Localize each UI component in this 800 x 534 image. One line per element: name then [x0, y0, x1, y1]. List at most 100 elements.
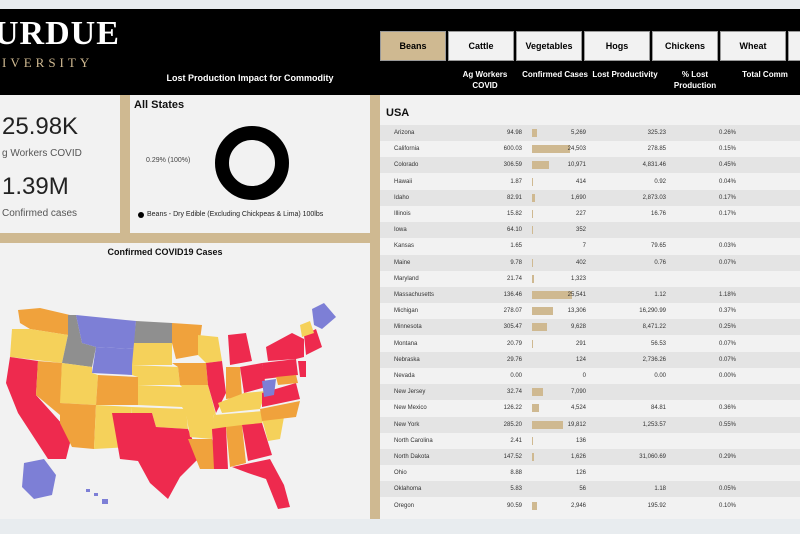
map-state-north-carolina[interactable] [260, 401, 300, 421]
map-state-new-jersey[interactable] [298, 361, 306, 377]
table-row[interactable]: North Dakota 147.52 1,626 31,060.69 0.29% [380, 449, 800, 465]
column-header[interactable]: Confirmed Cases [522, 70, 588, 79]
map-state-iowa[interactable] [172, 363, 208, 385]
tab-more[interactable] [788, 31, 800, 61]
map-state-hawaii-1[interactable] [86, 489, 90, 492]
map-state-maryland[interactable] [276, 375, 298, 385]
map-state-maine[interactable] [312, 303, 336, 329]
map-state-montana[interactable] [76, 315, 136, 349]
tab-chickens[interactable]: Chickens [652, 31, 718, 61]
table-row[interactable]: California 600.03 24,503 278.85 0.15% [380, 141, 800, 158]
column-header[interactable]: Lost Productivity [592, 70, 658, 79]
map-state-vermont-nh[interactable] [300, 321, 314, 337]
table-row[interactable]: Michigan 278.07 13,306 16,290.99 0.37% [380, 303, 800, 320]
ag-workers-cell: 136.46 [503, 292, 522, 298]
map-state-arkansas[interactable] [186, 413, 214, 439]
map-state-oklahoma[interactable] [132, 407, 188, 429]
map-state-pennsylvania[interactable] [262, 359, 298, 379]
map-state-utah[interactable] [60, 363, 98, 405]
confirmed-cases-cell: 136 [575, 437, 586, 444]
confirmed-cases-cell: 7 [582, 243, 586, 250]
table-row[interactable]: Ohio 8.88 126 [380, 465, 800, 482]
map-state-kansas[interactable] [138, 385, 182, 407]
cases-bar [532, 258, 533, 267]
table-row[interactable]: North Carolina 2.41 136 [380, 432, 800, 449]
map-state-colorado[interactable] [96, 375, 138, 405]
table-row[interactable]: New Jersey 32.74 7,090 [380, 384, 800, 401]
lost-productivity-cell: 0.00 [654, 373, 666, 379]
table-row[interactable]: Colorado 306.59 10,971 4,831.46 0.45% [380, 157, 800, 174]
map-state-texas[interactable] [112, 413, 200, 499]
table-row[interactable]: New Mexico 126.22 4,524 84.81 0.36% [380, 400, 800, 417]
map-state-south-carolina[interactable] [262, 417, 284, 441]
lost-production-pct-cell: 0.05% [718, 486, 736, 493]
map-state-wisconsin[interactable] [198, 335, 222, 363]
table-row[interactable]: Illinois 15.82 227 16.76 0.17% [380, 206, 800, 222]
table-row[interactable]: Oregon 90.59 2,946 195.92 0.10% [380, 497, 800, 514]
map-state-kentucky[interactable] [218, 391, 266, 413]
confirmed-cases-cell: 56 [579, 486, 586, 493]
map-state-south-dakota[interactable] [132, 343, 172, 365]
map-state-hawaii-3[interactable] [102, 499, 108, 504]
tab-wheat[interactable]: Wheat [720, 31, 786, 61]
map-state-hawaii-2[interactable] [94, 493, 98, 496]
state-name-cell: Nebraska [394, 356, 420, 363]
column-header[interactable]: Ag Workers COVID [462, 70, 508, 90]
map-state-ohio[interactable] [240, 363, 266, 393]
map-state-oregon[interactable] [10, 329, 68, 363]
map-state-wyoming[interactable] [92, 347, 134, 375]
confirmed-cases-cell: 1,626 [570, 454, 586, 460]
map-state-west-virginia[interactable] [262, 379, 276, 397]
map-state-nevada[interactable] [36, 361, 62, 415]
table-row[interactable]: Nevada 0.00 0 0.00 0.00% [380, 368, 800, 384]
donut-chart[interactable] [212, 123, 292, 203]
table-row[interactable]: Idaho 82.91 1,690 2,873.03 0.17% [380, 189, 800, 206]
table-row[interactable]: Maine 9.78 402 0.76 0.07% [380, 254, 800, 271]
table-row[interactable]: Hawaii 1.87 414 0.92 0.04% [380, 173, 800, 190]
map-state-florida[interactable] [232, 459, 290, 509]
ag-workers-cell: 82.91 [506, 194, 522, 201]
map-state-alaska[interactable] [22, 459, 56, 499]
table-group-usa[interactable]: USA [386, 107, 410, 119]
map-state-new-york[interactable] [266, 333, 304, 361]
ag-workers-cell: 20.79 [506, 340, 522, 347]
column-header[interactable]: % Lost Production [673, 70, 717, 90]
table-row[interactable]: Nebraska 29.76 124 2,736.26 0.07% [380, 351, 800, 368]
table-row[interactable]: Iowa 64.10 352 [380, 222, 800, 239]
table-row[interactable]: Massachusetts 136.46 25,541 1.12 1.18% [380, 287, 800, 303]
map-state-georgia[interactable] [242, 423, 272, 461]
tab-cattle[interactable]: Cattle [448, 31, 514, 61]
map-state-missouri[interactable] [180, 385, 216, 415]
table-row[interactable]: Montana 20.79 291 56.53 0.07% [380, 335, 800, 352]
table-row[interactable]: New York 285.20 19,812 1,253.57 0.55% [380, 416, 800, 433]
column-header[interactable]: Total Comm [742, 70, 788, 79]
table-row[interactable]: Kansas 1.65 7 79.65 0.03% [380, 238, 800, 255]
table-row[interactable]: Minnesota 305.47 9,628 8,471.22 0.25% [380, 319, 800, 336]
map-state-illinois[interactable] [206, 361, 226, 413]
map-state-arizona[interactable] [60, 403, 96, 449]
map-state-new-england[interactable] [304, 329, 322, 355]
ag-workers-cell: 8.88 [510, 470, 522, 477]
map-state-michigan[interactable] [228, 333, 252, 365]
map-state-nebraska[interactable] [132, 365, 180, 385]
page-title: Lost Production Impact for Commodity [166, 73, 334, 83]
lost-productivity-cell: 16.76 [650, 211, 666, 217]
donut-ring[interactable] [215, 126, 289, 200]
us-choropleth-map[interactable] [0, 263, 370, 519]
map-state-minnesota[interactable] [172, 323, 202, 359]
map-state-virginia[interactable] [262, 383, 300, 407]
map-state-washington[interactable] [18, 308, 70, 335]
tab-hogs[interactable]: Hogs [584, 31, 650, 61]
tab-vegetables[interactable]: Vegetables [516, 31, 582, 61]
map-state-idaho[interactable] [62, 315, 96, 367]
state-name-cell: New Jersey [394, 389, 426, 396]
map-state-mississippi[interactable] [212, 427, 228, 469]
map-state-indiana[interactable] [226, 367, 242, 399]
table-row[interactable]: Arizona 94.98 5,269 325.23 0.26% [380, 125, 800, 141]
map-state-california[interactable] [6, 357, 72, 459]
map-state-alabama[interactable] [226, 425, 246, 467]
map-state-north-dakota[interactable] [134, 321, 172, 343]
table-row[interactable]: Maryland 21.74 1,323 [380, 270, 800, 287]
table-row[interactable]: Oklahoma 5.83 56 1.18 0.05% [380, 481, 800, 498]
tab-beans[interactable]: Beans [380, 31, 446, 61]
